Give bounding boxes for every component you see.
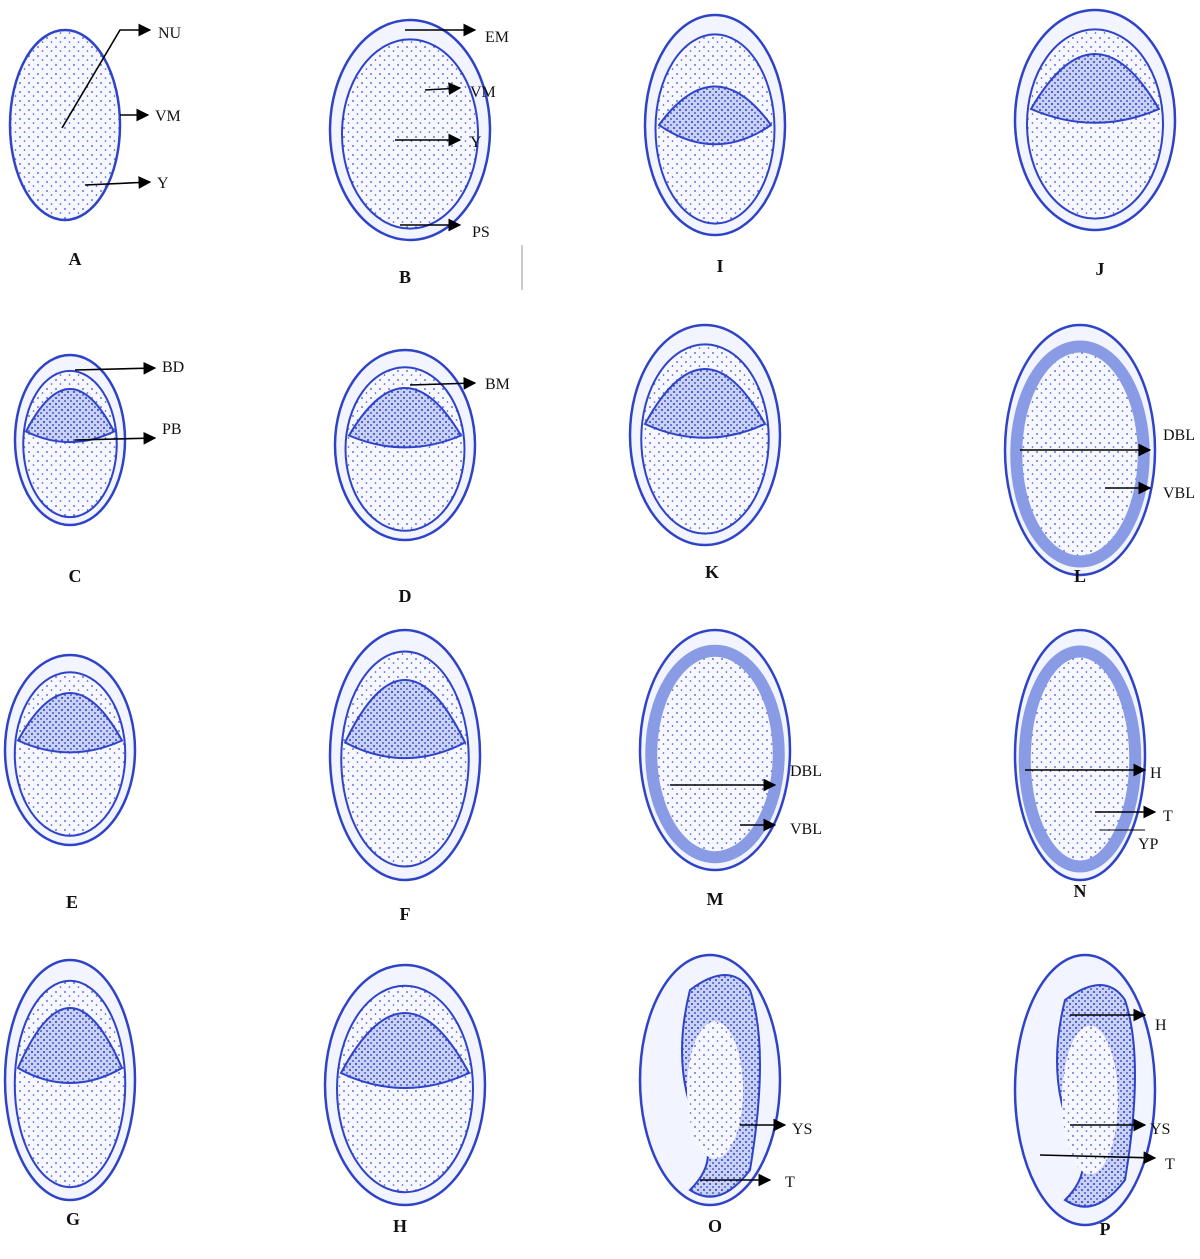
blastoderm (343, 679, 467, 760)
structure-label: H (1150, 765, 1162, 782)
stage-label: C (69, 566, 82, 586)
pointer-arrow (84, 176, 152, 189)
blastoderm (657, 85, 773, 146)
structure-label: YS (792, 1121, 812, 1138)
structure-label: VBL (1163, 485, 1195, 502)
stage-label: G (66, 1209, 80, 1229)
blastoderm-band (645, 644, 785, 864)
stage-label: E (66, 892, 78, 912)
blastoderm-band (1018, 645, 1142, 873)
pointer-arrow (409, 376, 477, 390)
structure-label: DBL (1163, 427, 1195, 444)
structure-label: VM (155, 108, 181, 125)
pointer-arrow (74, 431, 157, 445)
yolk-sac (687, 1021, 743, 1159)
structure-label: T (1165, 1156, 1175, 1173)
blastoderm (347, 387, 463, 449)
stage-label: M (707, 889, 724, 909)
structure-label: VM (470, 84, 496, 101)
yolk-sac (1062, 1025, 1118, 1175)
structure-label: PB (162, 421, 182, 438)
stage-label: I (716, 256, 723, 276)
blastoderm (1029, 53, 1161, 124)
stage-label: H (393, 1216, 407, 1236)
structure-label: PS (472, 224, 490, 241)
pointer-arrow (424, 82, 462, 96)
blastoderm (643, 368, 767, 439)
blastoderm (339, 1012, 471, 1089)
structure-label: EM (485, 29, 509, 46)
stage-label: O (708, 1216, 722, 1236)
pointer-arrow (61, 23, 152, 129)
structure-label: Y (470, 134, 482, 151)
stage-label: N (1074, 881, 1087, 901)
structure-label: T (785, 1174, 795, 1191)
stage-label: B (399, 267, 411, 287)
blastoderm (16, 692, 124, 754)
structure-label: NU (158, 25, 182, 42)
structure-label: YS (1150, 1121, 1170, 1138)
pointer-arrow (74, 361, 157, 375)
stage-label: K (705, 562, 719, 582)
stage-label: F (400, 904, 411, 924)
stage-label: J (1096, 259, 1105, 279)
stage-label: D (399, 586, 412, 606)
blastoderm (24, 388, 116, 444)
pointer-arrow (1039, 1151, 1157, 1165)
structure-label: VBL (790, 821, 822, 838)
structure-label: YP (1138, 836, 1159, 853)
stage-label: A (69, 249, 82, 269)
structure-label: BM (485, 376, 510, 393)
structure-label: H (1155, 1017, 1167, 1034)
blastoderm (16, 1007, 124, 1084)
structure-label: Y (157, 175, 169, 192)
structure-label: DBL (790, 763, 822, 780)
structure-label: T (1163, 808, 1173, 825)
yolk (341, 38, 479, 230)
stage-label: P (1100, 1219, 1111, 1239)
structure-label: BD (162, 359, 184, 376)
stage-label: L (1074, 566, 1086, 586)
